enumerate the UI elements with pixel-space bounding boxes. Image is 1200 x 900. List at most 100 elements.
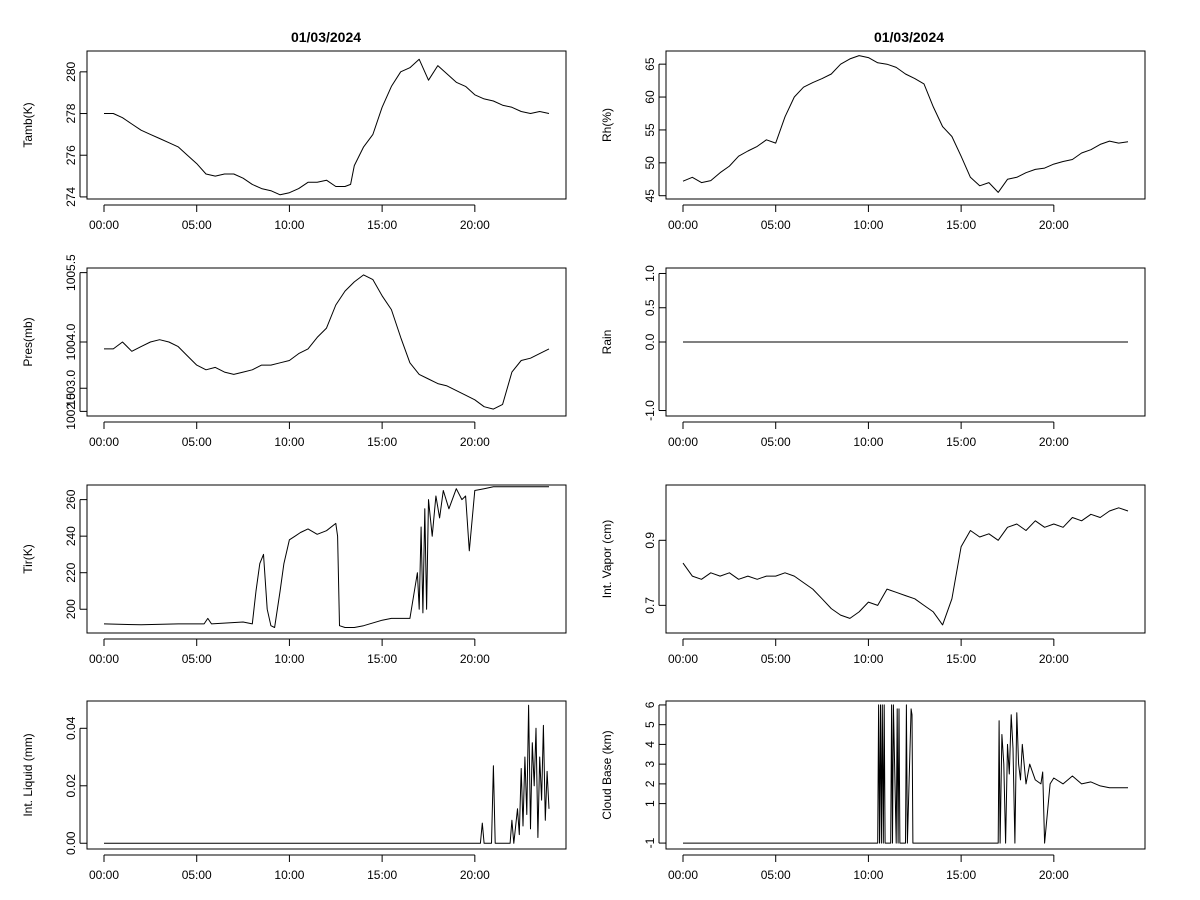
tir-plot-frame bbox=[86, 484, 567, 634]
tamb-ytick-label: 276 bbox=[64, 145, 78, 165]
right-column-title: 01/03/2024 bbox=[874, 29, 944, 45]
int-vapor-ytick-label: 0.7 bbox=[643, 597, 657, 614]
rh-panel: 00:00 05:00 10:00 15:00 20:00 45 50 55 60 65 Rh(%) bbox=[600, 50, 1146, 232]
tir-ytick-label: 260 bbox=[64, 489, 78, 509]
tamb-xtick-label: 00:00 bbox=[89, 218, 119, 232]
tamb-ytick-label: 280 bbox=[64, 62, 78, 82]
tamb-ylabel: Tamb(K) bbox=[21, 102, 35, 147]
rh-xtick-label: 00:00 bbox=[668, 218, 698, 232]
int-vapor-xtick-label: 15:00 bbox=[946, 652, 976, 666]
rain-xtick-label: 10:00 bbox=[853, 435, 883, 449]
rain-xtick-label: 00:00 bbox=[668, 435, 698, 449]
rain-xtick-label: 20:00 bbox=[1039, 435, 1069, 449]
tir-ylabel: Tir(K) bbox=[21, 544, 35, 574]
rh-plot-frame bbox=[665, 50, 1146, 200]
pres-ytick-label: 1003.0 bbox=[64, 370, 78, 407]
rh-ylabel: Rh(%) bbox=[600, 108, 614, 142]
int-vapor-xtick-label: 00:00 bbox=[668, 652, 698, 666]
cloud-base-xtick-label: 05:00 bbox=[761, 868, 791, 882]
cloud-base-plot-frame bbox=[665, 700, 1146, 850]
rain-xtick-label: 15:00 bbox=[946, 435, 976, 449]
int-vapor-panel: 00:00 05:00 10:00 15:00 20:00 0.7 0.9 Int. Vapo… bbox=[600, 484, 1146, 666]
panels: 00:00 05:00 10:00 15:00 20:00 274 276 278 280 Tam… bbox=[21, 50, 1146, 882]
cloud-base-xtick-label: 00:00 bbox=[668, 868, 698, 882]
cloud-base-series-line bbox=[683, 704, 1128, 844]
tamb-ytick-label: 278 bbox=[64, 103, 78, 123]
pres-plot-frame bbox=[86, 267, 567, 417]
cloud-base-ytick-label: 6 bbox=[643, 701, 657, 708]
rh-ytick-label: 65 bbox=[643, 57, 657, 71]
tir-ytick-label: 220 bbox=[64, 562, 78, 582]
int-vapor-xtick-label: 05:00 bbox=[761, 652, 791, 666]
tamb-ytick-label: 274 bbox=[64, 187, 78, 207]
left-column-title: 01/03/2024 bbox=[291, 29, 361, 45]
int-liquid-xtick-label: 00:00 bbox=[89, 868, 119, 882]
pres-ytick-label: 1005.5 bbox=[64, 254, 78, 291]
tamb-xtick-label: 05:00 bbox=[182, 218, 212, 232]
cloud-base-ytick-label: 2 bbox=[643, 780, 657, 787]
cloud-base-panel: 00:00 05:00 10:00 15:00 20:00 -1 1 2 3 4 5 6 Cloud B… bbox=[600, 700, 1146, 882]
int-vapor-plot-frame bbox=[665, 484, 1146, 634]
int-liquid-xtick-label: 10:00 bbox=[274, 868, 304, 882]
pres-xtick-label: 05:00 bbox=[182, 435, 212, 449]
rain-ytick-label: 0.5 bbox=[643, 299, 657, 316]
rh-series-line bbox=[682, 55, 1129, 193]
pres-series-line bbox=[104, 274, 550, 410]
int-liquid-panel: 00:00 05:00 10:00 15:00 20:00 0.00 0.02 0.04 Int… bbox=[21, 700, 567, 882]
pres-xtick-label: 15:00 bbox=[367, 435, 397, 449]
pres-ytick-label: 1004.0 bbox=[64, 323, 78, 360]
cloud-base-ylabel: Cloud Base (km) bbox=[600, 730, 614, 819]
rain-ytick-label: 0.0 bbox=[643, 333, 657, 350]
cloud-base-ytick-label: 5 bbox=[643, 721, 657, 728]
int-liquid-ytick-label: 0.00 bbox=[64, 831, 78, 855]
int-liquid-ytick-label: 0.02 bbox=[64, 774, 78, 798]
tir-ytick-label: 240 bbox=[64, 526, 78, 546]
tamb-xtick-label: 15:00 bbox=[367, 218, 397, 232]
int-vapor-xtick-label: 20:00 bbox=[1039, 652, 1069, 666]
int-liquid-series-line bbox=[104, 704, 550, 844]
cloud-base-ytick-label: -1 bbox=[643, 837, 657, 848]
rh-xtick-label: 05:00 bbox=[761, 218, 791, 232]
rh-xtick-label: 15:00 bbox=[946, 218, 976, 232]
rain-ytick-label: -1.0 bbox=[643, 400, 657, 421]
rain-ytick-label: 1.0 bbox=[643, 265, 657, 282]
pres-xtick-label: 00:00 bbox=[89, 435, 119, 449]
rh-xtick-label: 20:00 bbox=[1039, 218, 1069, 232]
rain-ylabel: Rain bbox=[600, 330, 614, 355]
tamb-xtick-label: 20:00 bbox=[460, 218, 490, 232]
cloud-base-ytick-label: 3 bbox=[643, 760, 657, 767]
int-liquid-ylabel: Int. Liquid (mm) bbox=[21, 733, 35, 816]
cloud-base-xtick-label: 10:00 bbox=[853, 868, 883, 882]
tir-xtick-label: 15:00 bbox=[367, 652, 397, 666]
tir-xtick-label: 20:00 bbox=[460, 652, 490, 666]
int-liquid-xtick-label: 15:00 bbox=[367, 868, 397, 882]
int-vapor-ytick-label: 0.9 bbox=[643, 532, 657, 549]
rh-ytick-label: 55 bbox=[643, 123, 657, 137]
int-liquid-xtick-label: 20:00 bbox=[460, 868, 490, 882]
int-liquid-ytick-label: 0.04 bbox=[64, 716, 78, 740]
int-liquid-plot-frame bbox=[86, 700, 567, 850]
rh-ytick-label: 45 bbox=[643, 189, 657, 203]
tir-ytick-label: 200 bbox=[64, 599, 78, 619]
int-liquid-xtick-label: 05:00 bbox=[182, 868, 212, 882]
rain-xtick-label: 05:00 bbox=[761, 435, 791, 449]
rh-xtick-label: 10:00 bbox=[853, 218, 883, 232]
tir-xtick-label: 10:00 bbox=[274, 652, 304, 666]
tir-xtick-label: 05:00 bbox=[182, 652, 212, 666]
tamb-xtick-label: 10:00 bbox=[274, 218, 304, 232]
cloud-base-xtick-label: 15:00 bbox=[946, 868, 976, 882]
tamb-series-line bbox=[104, 58, 550, 196]
int-vapor-xtick-label: 10:00 bbox=[853, 652, 883, 666]
pres-xtick-label: 10:00 bbox=[274, 435, 304, 449]
tir-series-line bbox=[103, 486, 549, 628]
tamb-plot-frame bbox=[86, 50, 567, 200]
pres-xtick-label: 20:00 bbox=[460, 435, 490, 449]
tamb-panel: 00:00 05:00 10:00 15:00 20:00 274 276 278 280 Tam… bbox=[21, 50, 567, 232]
int-vapor-series-line bbox=[682, 507, 1129, 626]
cloud-base-xtick-label: 20:00 bbox=[1039, 868, 1069, 882]
int-vapor-ylabel: Int. Vapor (cm) bbox=[600, 520, 614, 598]
rh-ytick-label: 50 bbox=[643, 156, 657, 170]
cloud-base-ytick-label: 4 bbox=[643, 741, 657, 748]
